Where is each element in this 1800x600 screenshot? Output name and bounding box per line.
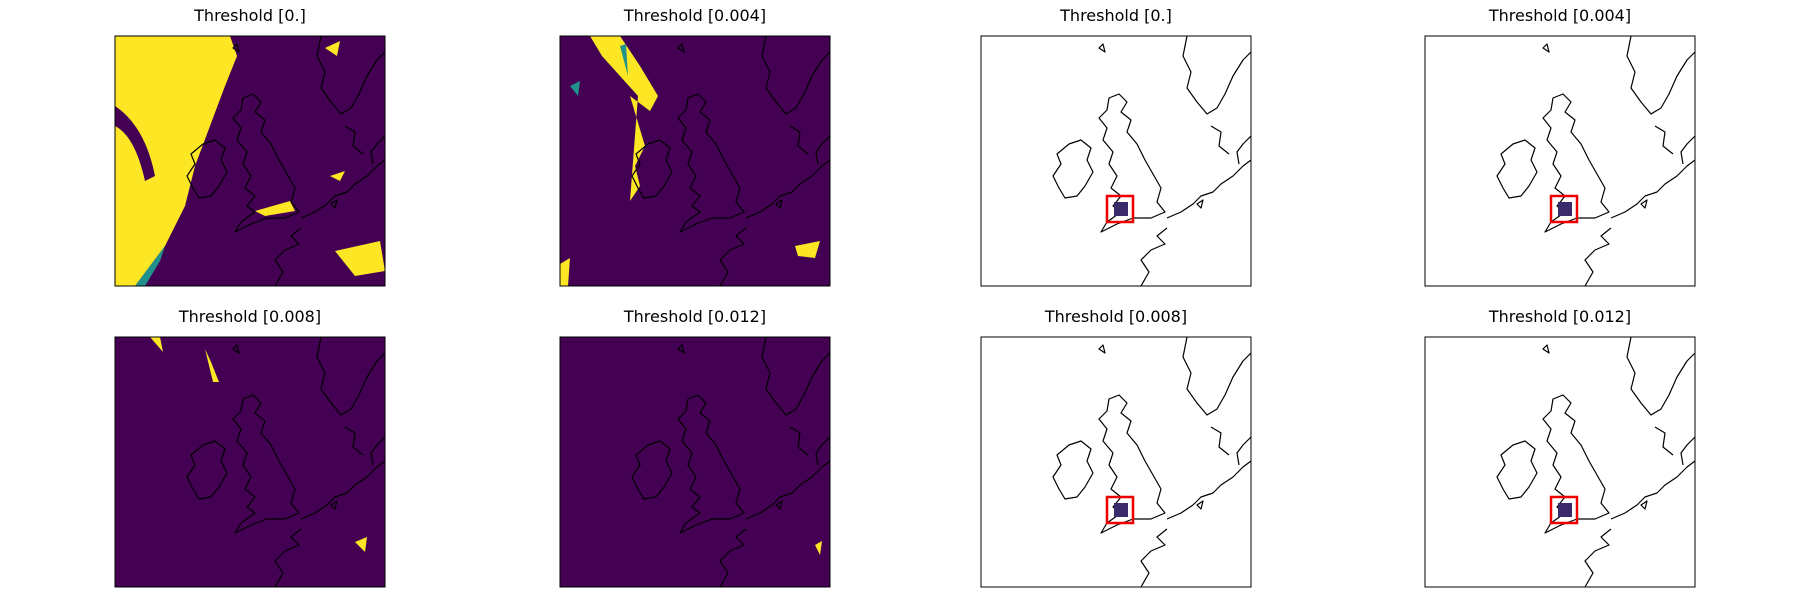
field-region [570,44,628,96]
frame [559,35,831,287]
panel-title: Threshold [0.012] [623,307,766,326]
panel-title: Threshold [0.008] [1044,307,1187,326]
field-region [1558,503,1572,517]
field-region [255,41,385,276]
field-region [590,36,658,201]
coastline [1496,336,1696,588]
panel [559,336,831,588]
frame [980,35,1252,287]
frame [114,336,386,588]
panel [114,336,386,588]
field-region [115,36,237,286]
field [560,36,830,286]
frame [980,336,1252,588]
coastline [1052,35,1252,287]
panel-title: Threshold [0.004] [623,6,766,25]
frame [1424,35,1696,287]
region-box [1549,194,1579,224]
field [560,337,830,587]
field-region [135,246,165,286]
panel [114,35,386,287]
frame [1424,336,1696,588]
region-box [1549,495,1579,525]
panel-title: Threshold [0.012] [1488,307,1631,326]
panel-title: Threshold [0.] [1059,6,1172,25]
panel [559,35,831,287]
panel-title: Threshold [0.004] [1488,6,1631,25]
panel-title: Threshold [0.] [193,6,306,25]
panel [980,35,1252,287]
coastline [1052,336,1252,588]
coastline [1496,35,1696,287]
region-box [1105,495,1135,525]
region-box [1105,194,1135,224]
field-region [1558,202,1572,216]
panel [1424,35,1696,287]
field [115,337,385,587]
field-region [815,541,822,555]
field-region [1114,503,1128,517]
frame [559,336,831,588]
field-region [1114,202,1128,216]
frame [114,35,386,287]
panel [1424,336,1696,588]
field-region [115,106,155,181]
panel-title: Threshold [0.008] [178,307,321,326]
panel [980,336,1252,588]
